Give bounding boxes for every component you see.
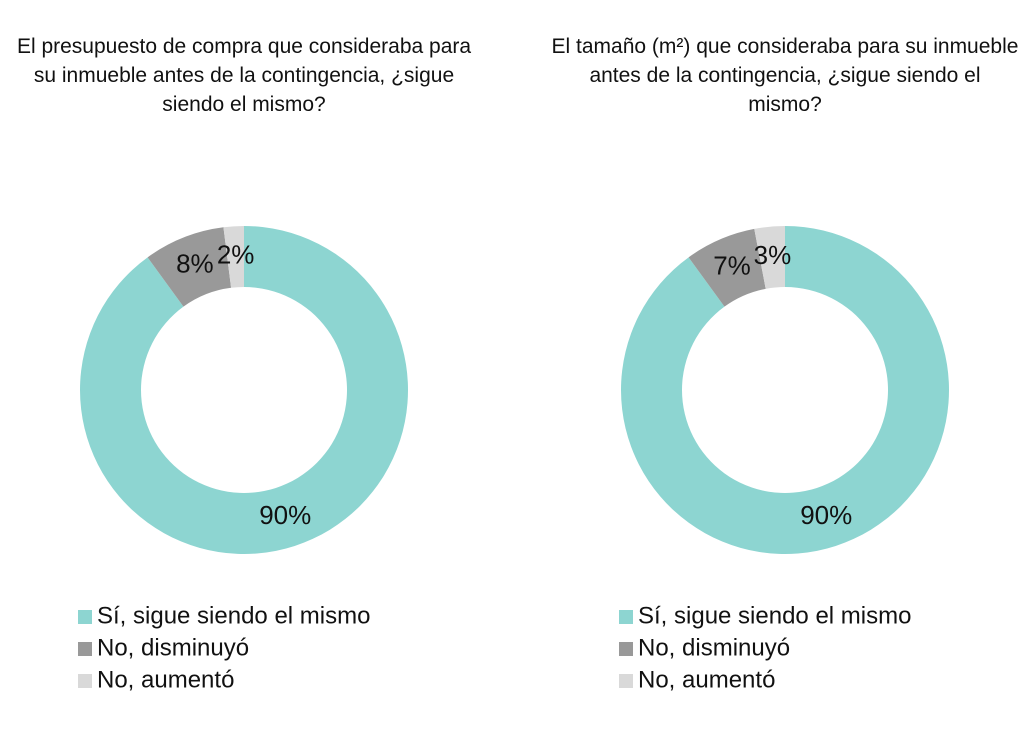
chart-title: El tamaño (m²) que consideraba para su i… — [551, 35, 1019, 116]
data-label: 7% — [713, 250, 751, 280]
legend-label: Sí, sigue siendo el mismo — [97, 602, 370, 629]
legend-marker — [619, 674, 633, 688]
legend-label: No, disminuyó — [97, 634, 249, 661]
data-label: 8% — [176, 249, 214, 279]
chart-title: El presupuesto de compra que consideraba… — [16, 35, 472, 116]
donut-slice — [80, 226, 409, 555]
legend-marker — [78, 610, 92, 624]
donut-slice — [754, 226, 785, 289]
data-label: 90% — [259, 500, 311, 530]
legend-marker — [78, 642, 92, 656]
data-label: 3% — [754, 240, 792, 270]
donut-slice — [223, 226, 244, 288]
data-label: 2% — [217, 240, 255, 270]
legend-label: No, aumentó — [638, 666, 775, 693]
donut-slice — [147, 227, 232, 307]
legend-label: Sí, sigue siendo el mismo — [638, 602, 911, 629]
data-label: 90% — [800, 500, 852, 530]
donut-slice — [621, 226, 949, 555]
legend-label: No, aumentó — [97, 666, 234, 693]
legend-marker — [619, 642, 633, 656]
legend-marker — [78, 674, 92, 688]
legend-label: No, disminuyó — [638, 634, 790, 661]
legend-marker — [619, 610, 633, 624]
donut-slice — [688, 228, 766, 307]
